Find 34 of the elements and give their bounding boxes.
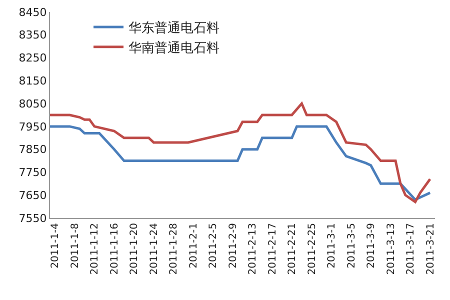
x-tick-label: 2011-2-9 — [228, 223, 239, 268]
x-tick-label: 2011-3-9 — [366, 223, 378, 268]
x-tick-label: 2011-3-5 — [346, 223, 358, 268]
x-tick-label: 2011-2-25 — [306, 223, 318, 275]
line-series — [50, 125, 432, 201]
x-tick-label: 2011-2-1 — [188, 223, 200, 268]
y-tick-label: 8450 — [18, 6, 47, 19]
y-tick-label: 8050 — [18, 97, 47, 110]
x-tick-label: 2011-3-21 — [425, 223, 436, 275]
x-tick-label: 2011-1-8 — [70, 223, 81, 268]
y-tick-label: 7550 — [18, 212, 47, 225]
y-tick-label: 8150 — [18, 74, 47, 88]
x-tick-label: 2011-1-28 — [168, 223, 180, 275]
x-tick-label: 2011-3-13 — [386, 223, 397, 275]
y-tick-label: 8350 — [18, 28, 47, 42]
y-tick-label: 7650 — [18, 188, 47, 202]
line-series — [50, 102, 432, 204]
x-tick-label: 2011-2-13 — [248, 223, 259, 275]
x-tick-label: 2011-1-4 — [50, 223, 62, 268]
x-tick-label: 2011-3-1 — [326, 223, 338, 268]
x-tick-label: 2011-1-20 — [129, 223, 140, 275]
y-tick-label: 7750 — [18, 166, 47, 180]
y-tick-label: 8250 — [18, 52, 47, 65]
x-tick-label: 2011-1-12 — [90, 223, 101, 275]
x-tick-label: 2011-1-16 — [109, 223, 120, 275]
x-tick-label: 2011-2-5 — [208, 223, 220, 268]
x-tick-label: 2011-3-17 — [406, 223, 417, 275]
x-tick-label: 2011-1-24 — [148, 223, 160, 275]
y-tick-label: 7950 — [18, 120, 47, 134]
x-tick-label: 2011-2-17 — [267, 223, 278, 275]
y-tick-label: 7850 — [18, 143, 47, 156]
x-tick-label: 2011-2-21 — [287, 223, 298, 275]
legend-label: 华南普通电石料 — [128, 40, 220, 56]
legend-label: 华东普通电石料 — [128, 20, 220, 36]
